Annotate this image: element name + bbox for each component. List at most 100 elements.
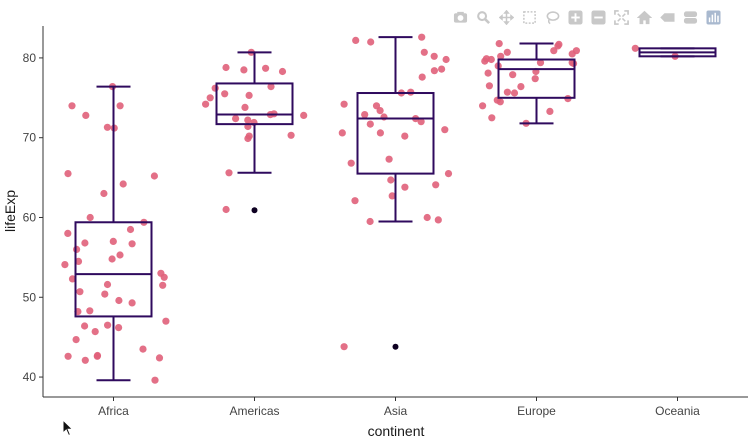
data-point[interactable]	[495, 40, 503, 48]
data-point[interactable]	[503, 88, 511, 96]
data-point[interactable]	[418, 73, 426, 81]
data-point[interactable]	[74, 257, 83, 265]
data-point[interactable]	[73, 245, 81, 253]
data-point[interactable]	[418, 33, 426, 41]
data-point[interactable]	[531, 75, 539, 83]
box-select-icon[interactable]	[521, 9, 538, 26]
data-point[interactable]	[68, 275, 77, 283]
data-point[interactable]	[64, 170, 72, 178]
data-point[interactable]	[159, 281, 167, 289]
data-point[interactable]	[387, 176, 395, 184]
data-point[interactable]	[376, 129, 384, 137]
data-point[interactable]	[68, 102, 76, 110]
data-point[interactable]	[119, 180, 127, 188]
data-point[interactable]	[496, 98, 504, 106]
data-point[interactable]	[100, 189, 108, 198]
data-point[interactable]	[509, 71, 517, 79]
data-point[interactable]	[278, 67, 287, 76]
data-point[interactable]	[441, 126, 449, 134]
data-point[interactable]	[434, 216, 442, 224]
data-point[interactable]	[115, 296, 123, 305]
data-point[interactable]	[244, 116, 252, 124]
data-point[interactable]	[361, 111, 369, 119]
data-point[interactable]	[367, 38, 375, 46]
data-point[interactable]	[376, 107, 384, 115]
data-point[interactable]	[481, 57, 489, 65]
data-point[interactable]	[245, 91, 253, 99]
zoom-out-icon[interactable]	[590, 9, 607, 26]
data-point[interactable]	[64, 352, 72, 360]
data-point[interactable]	[241, 103, 249, 111]
pan-icon[interactable]	[498, 9, 515, 26]
data-point[interactable]	[151, 376, 159, 384]
data-point[interactable]	[267, 83, 275, 91]
compare-icon[interactable]	[682, 9, 699, 26]
data-point[interactable]	[61, 261, 69, 269]
data-point[interactable]	[109, 237, 117, 245]
data-point[interactable]	[510, 89, 519, 97]
data-point[interactable]	[420, 48, 428, 56]
box-outlier[interactable]	[392, 343, 399, 350]
box-iqr[interactable]	[74, 221, 153, 318]
data-point[interactable]	[76, 288, 84, 296]
data-point[interactable]	[116, 251, 124, 259]
data-point[interactable]	[262, 64, 270, 72]
data-point[interactable]	[631, 44, 639, 52]
camera-icon[interactable]	[452, 9, 469, 26]
data-point[interactable]	[417, 118, 425, 126]
box-iqr[interactable]	[215, 82, 294, 126]
data-point[interactable]	[155, 354, 164, 362]
data-point[interactable]	[554, 42, 562, 50]
data-point[interactable]	[225, 169, 233, 177]
data-point[interactable]	[103, 123, 111, 131]
data-point[interactable]	[150, 172, 158, 180]
data-point[interactable]	[430, 67, 438, 75]
data-point[interactable]	[93, 352, 101, 360]
data-point[interactable]	[81, 322, 89, 330]
data-point[interactable]	[128, 240, 136, 248]
data-point[interactable]	[546, 107, 554, 115]
data-point[interactable]	[221, 90, 229, 98]
data-point[interactable]	[351, 197, 359, 205]
home-icon[interactable]	[636, 9, 653, 26]
data-point[interactable]	[430, 52, 438, 60]
data-point[interactable]	[103, 280, 112, 289]
data-point[interactable]	[101, 290, 109, 298]
zoom-in-icon[interactable]	[567, 9, 584, 26]
data-point[interactable]	[366, 120, 374, 128]
data-point[interactable]	[385, 155, 393, 163]
data-point[interactable]	[126, 225, 135, 234]
autoscale-icon[interactable]	[613, 9, 630, 26]
data-point[interactable]	[479, 102, 487, 110]
data-point[interactable]	[300, 111, 308, 119]
data-point[interactable]	[366, 217, 374, 226]
data-point[interactable]	[484, 69, 492, 77]
data-point[interactable]	[81, 239, 89, 247]
data-point[interactable]	[444, 170, 453, 178]
data-point[interactable]	[81, 356, 89, 364]
data-point[interactable]	[568, 50, 576, 58]
data-point[interactable]	[488, 114, 496, 122]
data-point[interactable]	[287, 131, 295, 139]
data-point[interactable]	[240, 66, 248, 74]
data-point[interactable]	[86, 307, 94, 315]
data-point[interactable]	[82, 111, 90, 119]
data-point[interactable]	[503, 48, 511, 56]
data-point[interactable]	[160, 273, 168, 281]
data-point[interactable]	[244, 134, 252, 143]
data-point[interactable]	[517, 83, 525, 91]
data-point[interactable]	[340, 343, 348, 351]
plotly-logo-icon[interactable]	[705, 9, 722, 26]
data-point[interactable]	[347, 159, 355, 167]
data-point[interactable]	[104, 321, 112, 329]
data-point[interactable]	[116, 102, 124, 110]
data-point[interactable]	[487, 55, 495, 64]
data-point[interactable]	[388, 192, 396, 200]
data-point[interactable]	[442, 55, 450, 64]
data-point[interactable]	[536, 59, 545, 67]
data-point[interactable]	[340, 100, 348, 108]
data-point[interactable]	[438, 65, 446, 73]
data-point[interactable]	[338, 129, 346, 137]
data-point[interactable]	[401, 132, 409, 140]
